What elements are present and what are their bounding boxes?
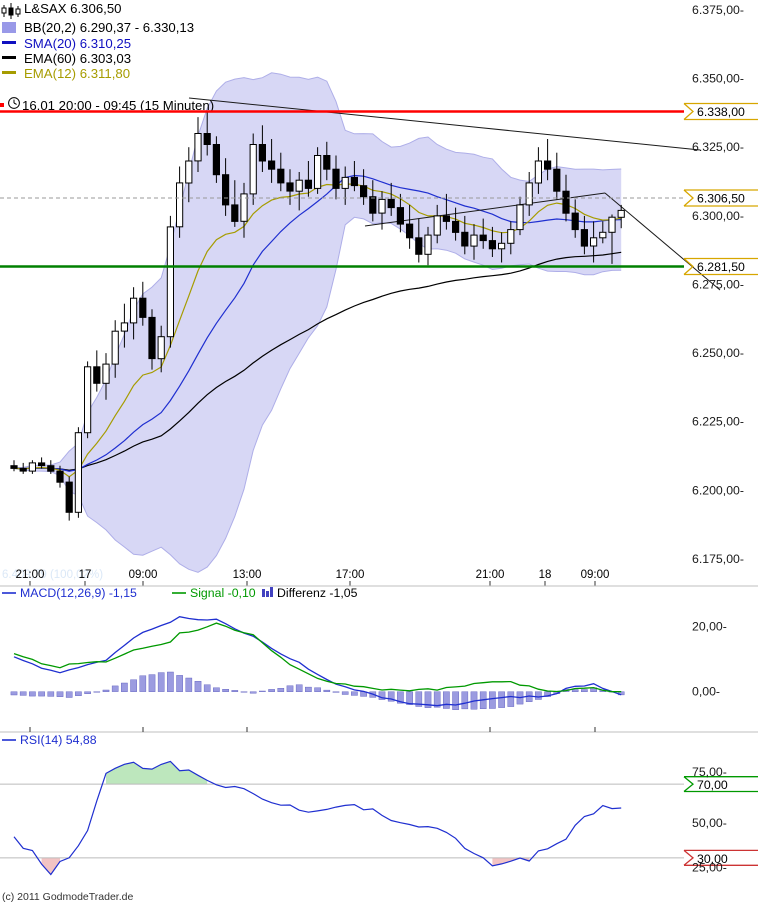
svg-text:6.281,50: 6.281,50 bbox=[697, 260, 745, 274]
svg-text:25,00-: 25,00- bbox=[692, 860, 727, 874]
svg-text:13:00: 13:00 bbox=[233, 569, 262, 581]
svg-text:MACD(12,26,9) -1,15: MACD(12,26,9) -1,15 bbox=[20, 586, 137, 600]
svg-text:(c) 2011 GodmodeTrader.de: (c) 2011 GodmodeTrader.de bbox=[2, 891, 133, 903]
svg-text:6.225,00-: 6.225,00- bbox=[692, 415, 744, 429]
svg-text:BB(20,2) 6.290,37 - 6.330,13: BB(20,2) 6.290,37 - 6.330,13 bbox=[24, 20, 194, 35]
svg-text:21:00: 21:00 bbox=[476, 569, 505, 581]
svg-text:6.275,00-: 6.275,00- bbox=[692, 278, 744, 292]
svg-text:21:00: 21:00 bbox=[16, 569, 45, 581]
svg-text:0,00-: 0,00- bbox=[692, 685, 720, 699]
svg-text:6.250,00-: 6.250,00- bbox=[692, 346, 744, 360]
svg-text:17:00: 17:00 bbox=[336, 569, 365, 581]
svg-text:6.338,00: 6.338,00 bbox=[697, 105, 745, 119]
svg-text:75,00-: 75,00- bbox=[692, 765, 727, 779]
svg-text:6.175,00-: 6.175,00- bbox=[692, 552, 744, 566]
svg-text:50,00-: 50,00- bbox=[692, 816, 727, 830]
svg-text:6.350,00-: 6.350,00- bbox=[692, 72, 744, 86]
svg-text:6.325,00-: 6.325,00- bbox=[692, 140, 744, 154]
svg-text:L&SAX 6.306,50: L&SAX 6.306,50 bbox=[24, 1, 122, 16]
svg-text:09:00: 09:00 bbox=[581, 569, 610, 581]
svg-text:17: 17 bbox=[79, 569, 92, 581]
svg-text:RSI(14) 54,88: RSI(14) 54,88 bbox=[20, 733, 97, 747]
svg-text:09:00: 09:00 bbox=[129, 569, 158, 581]
svg-text:6.200,00-: 6.200,00- bbox=[692, 483, 744, 497]
svg-text:6.375,00-: 6.375,00- bbox=[692, 3, 744, 17]
svg-text:6.306,50: 6.306,50 bbox=[697, 192, 745, 206]
svg-text:Differenz -1,05: Differenz -1,05 bbox=[277, 586, 358, 600]
svg-text:EMA(60) 6.303,03: EMA(60) 6.303,03 bbox=[24, 51, 131, 66]
svg-text:Signal -0,10: Signal -0,10 bbox=[190, 586, 256, 600]
svg-text:20,00-: 20,00- bbox=[692, 620, 727, 634]
svg-text:6.300,00-: 6.300,00- bbox=[692, 209, 744, 223]
svg-text:SMA(20) 6.310,25: SMA(20) 6.310,25 bbox=[24, 36, 131, 51]
svg-text:18: 18 bbox=[539, 569, 552, 581]
svg-text:70,00: 70,00 bbox=[697, 778, 728, 792]
svg-text:EMA(12) 6.311,80: EMA(12) 6.311,80 bbox=[24, 66, 130, 81]
